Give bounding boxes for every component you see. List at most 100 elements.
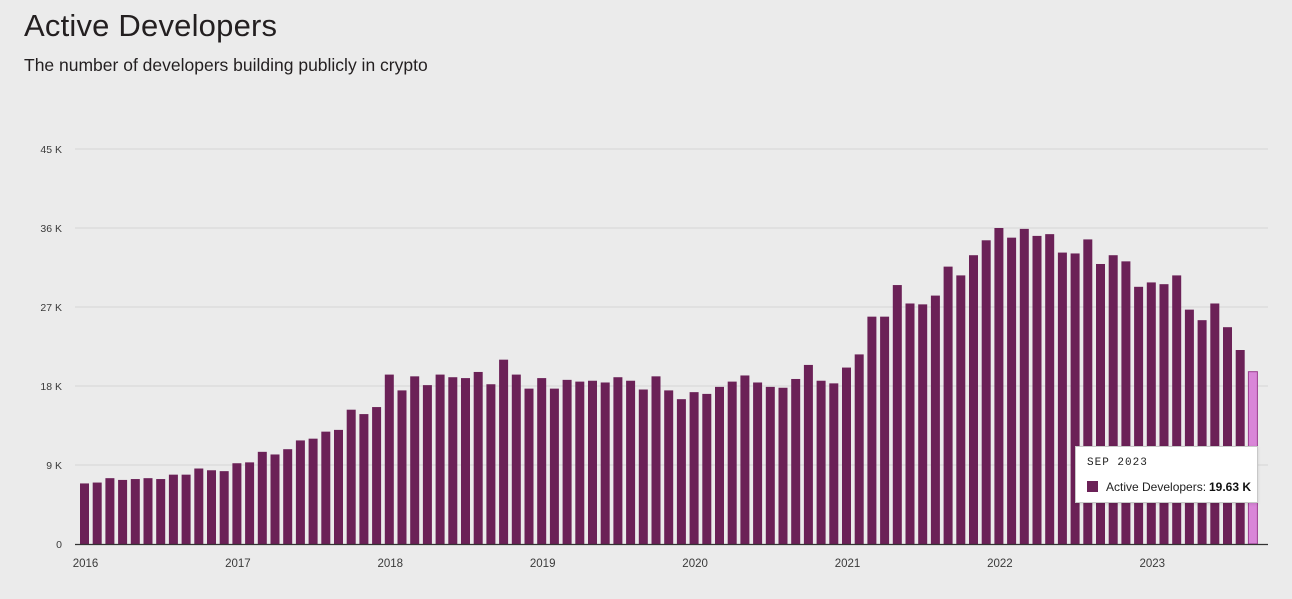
bar[interactable] [854,354,864,544]
bar[interactable] [676,399,686,544]
bar[interactable] [473,371,483,544]
x-tick-label: 2023 [1140,558,1166,570]
bar[interactable] [892,285,902,544]
bar[interactable] [257,451,267,544]
bar[interactable] [1197,320,1207,544]
y-tick-label: 18 K [40,381,62,393]
bar[interactable] [1121,261,1131,544]
bar[interactable] [511,374,521,544]
bar[interactable] [499,359,509,544]
bar[interactable] [626,380,636,544]
bar[interactable] [92,482,102,544]
bar[interactable] [715,386,724,544]
x-tick-label: 2018 [378,558,404,570]
bar[interactable] [1146,282,1156,544]
bar[interactable] [219,471,229,544]
bar[interactable] [638,389,648,544]
bar[interactable] [651,376,661,544]
bar[interactable] [829,383,839,544]
chart-subtitle: The number of developers building public… [24,55,428,75]
bar[interactable] [867,316,877,544]
bar[interactable] [753,382,763,544]
bar[interactable] [1096,263,1105,544]
bar[interactable] [181,474,191,544]
bar[interactable] [118,479,128,544]
bar[interactable] [613,377,623,544]
bar[interactable] [702,393,712,544]
bar[interactable] [1172,275,1182,544]
bar[interactable] [664,390,674,544]
bar[interactable] [232,463,242,544]
bar[interactable] [321,431,331,544]
y-tick-label: 36 K [40,223,62,235]
bar[interactable] [372,407,382,544]
bar[interactable] [207,470,216,544]
bar[interactable] [765,386,775,544]
bar[interactable] [1007,237,1017,544]
bar[interactable] [1210,303,1220,544]
bar[interactable] [956,275,966,544]
bar[interactable] [435,374,445,544]
bar[interactable] [918,304,928,544]
bar[interactable] [588,380,597,544]
bar[interactable] [334,429,343,544]
tooltip-value: 19.63 K [1209,480,1252,494]
bar[interactable] [168,474,178,544]
bar[interactable] [549,388,559,544]
x-tick-label: 2020 [682,558,708,570]
bar[interactable] [448,377,458,544]
bar[interactable] [969,255,978,544]
bar[interactable] [727,381,737,544]
bar[interactable] [359,414,369,544]
bar[interactable] [80,483,89,544]
bar[interactable] [105,478,115,544]
bar[interactable] [1032,235,1042,544]
bar[interactable] [981,240,991,545]
bar[interactable] [905,303,915,544]
bar[interactable] [791,378,801,544]
bar[interactable] [1083,239,1093,544]
tooltip: SEP 2023 Active Developers: 19.63 K [1075,446,1258,503]
bar[interactable] [803,364,813,544]
bar[interactable] [245,462,255,544]
bar[interactable] [130,479,140,544]
bar[interactable] [270,454,280,544]
bar[interactable] [1223,327,1232,544]
bar[interactable] [295,440,305,544]
bar[interactable] [575,381,585,544]
bar[interactable] [486,384,496,544]
bar[interactable] [1045,234,1055,544]
bar[interactable] [461,378,470,544]
bar[interactable] [880,316,890,544]
bar[interactable] [1019,228,1029,544]
bar[interactable] [689,392,699,544]
bar[interactable] [816,380,826,544]
bar[interactable] [943,266,953,544]
bar[interactable] [384,374,394,544]
bar[interactable] [600,382,610,544]
bar[interactable] [283,449,293,544]
bar[interactable] [1134,286,1144,544]
bar[interactable] [562,379,572,544]
bar[interactable] [1159,284,1169,544]
bar[interactable] [308,438,318,544]
bar[interactable] [930,295,940,544]
y-tick-label: 27 K [40,302,62,314]
bar[interactable] [537,378,547,544]
bar[interactable] [156,479,166,544]
bar[interactable] [1184,309,1194,544]
bar[interactable] [397,390,407,544]
bar[interactable] [143,478,153,544]
bar[interactable] [1108,255,1118,544]
bar[interactable] [194,468,204,544]
bar[interactable] [994,228,1004,544]
bar[interactable] [524,388,534,544]
bar[interactable] [842,367,851,544]
bar[interactable] [410,376,420,544]
bar[interactable] [740,375,750,544]
bar[interactable] [778,387,788,544]
bar[interactable] [1057,252,1067,545]
bar[interactable] [346,409,356,544]
bar[interactable] [1070,253,1080,544]
bar[interactable] [422,385,432,544]
